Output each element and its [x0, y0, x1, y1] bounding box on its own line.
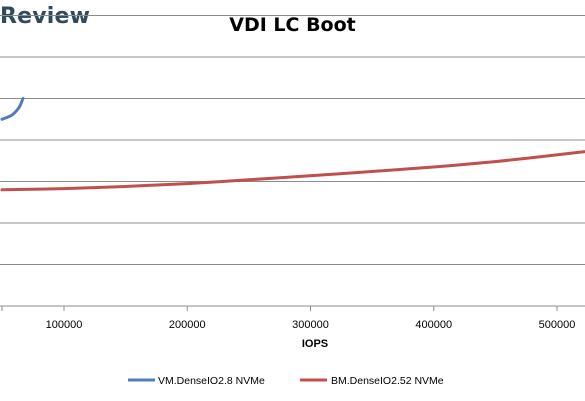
series-lines [0, 97, 585, 192]
brand-logo-text: Review [0, 4, 91, 29]
x-tick-label: 500000 [539, 319, 576, 331]
x-tick-label: 100000 [46, 319, 83, 331]
chart-title-text: VDI LC Boot [229, 14, 356, 36]
x-tick-label: 200000 [169, 319, 206, 331]
series-line-1 [0, 97, 25, 121]
x-axis-label: IOPS [302, 338, 328, 350]
chart-title: VDI LC Boot [0, 14, 585, 36]
gridlines [0, 15, 585, 265]
x-axis: 100000 200000 300000 400000 500000 [0, 305, 585, 331]
legend-label-1: VM.DenseIO2.8 NVMe [158, 375, 265, 387]
legend: VM.DenseIO2.8 NVMe BM.DenseIO2.52 NVMe [128, 375, 444, 387]
series-line-2 [0, 150, 585, 192]
x-tick-label: 400000 [415, 319, 452, 331]
x-tick-label: 300000 [292, 319, 329, 331]
legend-label-2: BM.DenseIO2.52 NVMe [331, 375, 444, 387]
